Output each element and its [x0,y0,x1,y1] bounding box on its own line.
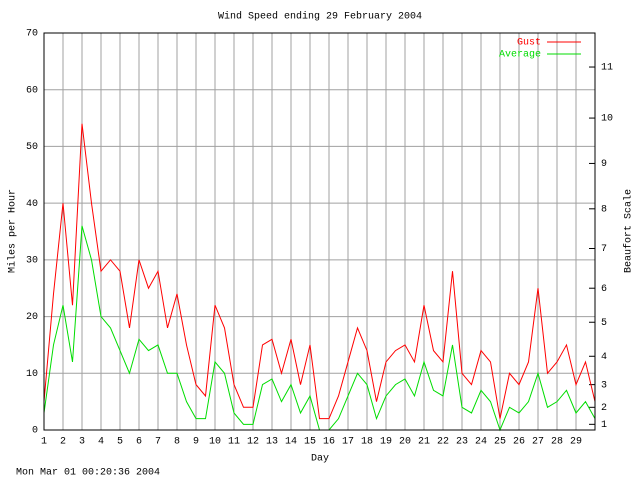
y-tick-label: 40 [26,199,38,210]
y2-tick-label: 3 [601,380,607,391]
y-tick-label: 10 [26,369,38,380]
y2-axis-label: Beaufort Scale [623,189,635,273]
x-tick-label: 6 [136,437,142,448]
x-tick-label: 4 [98,437,104,448]
y2-tick-label: 2 [601,403,607,414]
y-tick-label: 60 [26,85,38,96]
series-line [43,123,596,420]
x-tick-label: 26 [513,437,525,448]
x-tick-label: 29 [570,437,582,448]
y-tick-label: 0 [32,426,38,437]
x-tick-label: 19 [380,437,392,448]
x-tick-label: 22 [437,437,449,448]
x-tick-label: 7 [155,437,161,448]
x-tick-label: 27 [532,437,544,448]
plot-frame [43,32,596,431]
legend-label: Gust [517,38,541,49]
x-tick-label: 1 [41,437,47,448]
x-tick-label: 21 [418,437,430,448]
x-tick-label: 10 [209,437,221,448]
x-tick-label: 23 [456,437,468,448]
y2-tick-label: 5 [601,318,607,329]
x-tick-label: 25 [494,437,506,448]
x-tick-label: 14 [285,437,297,448]
y-axis-label: Miles per Hour [7,189,19,273]
x-tick-label: 17 [342,437,354,448]
x-tick-label: 3 [79,437,85,448]
y2-tick-label: 4 [601,352,607,363]
chart-title: Wind Speed ending 29 February 2004 [218,11,422,23]
y2-tick-label: 7 [601,244,607,255]
x-tick-label: 11 [228,437,240,448]
x-tick-label: 18 [361,437,373,448]
x-tick-label: 2 [60,437,66,448]
y2-tick-label: 9 [601,159,607,170]
x-tick-label: 28 [551,437,563,448]
x-tick-label: 13 [266,437,278,448]
x-tick-label: 5 [117,437,123,448]
y-tick-label: 30 [26,255,38,266]
x-tick-label: 15 [304,437,316,448]
y2-tick-label: 6 [601,284,607,295]
x-tick-label: 20 [399,437,411,448]
x-axis-label: Day [311,454,329,465]
y-tick-label: 50 [26,142,38,153]
y2-tick-label: 8 [601,204,607,215]
y2-tick-label: 1 [601,420,607,431]
legend-label: Average [499,50,541,61]
y2-tick-label: 11 [601,63,613,74]
timestamp: Mon Mar 01 00:20:36 2004 [16,468,160,479]
x-tick-label: 16 [323,437,335,448]
x-tick-label: 12 [247,437,259,448]
x-tick-label: 8 [174,437,180,448]
y-tick-label: 20 [26,312,38,323]
y2-tick-label: 10 [601,114,613,125]
x-tick-label: 24 [475,437,487,448]
x-tick-label: 9 [193,437,199,448]
y-tick-label: 70 [26,29,38,40]
